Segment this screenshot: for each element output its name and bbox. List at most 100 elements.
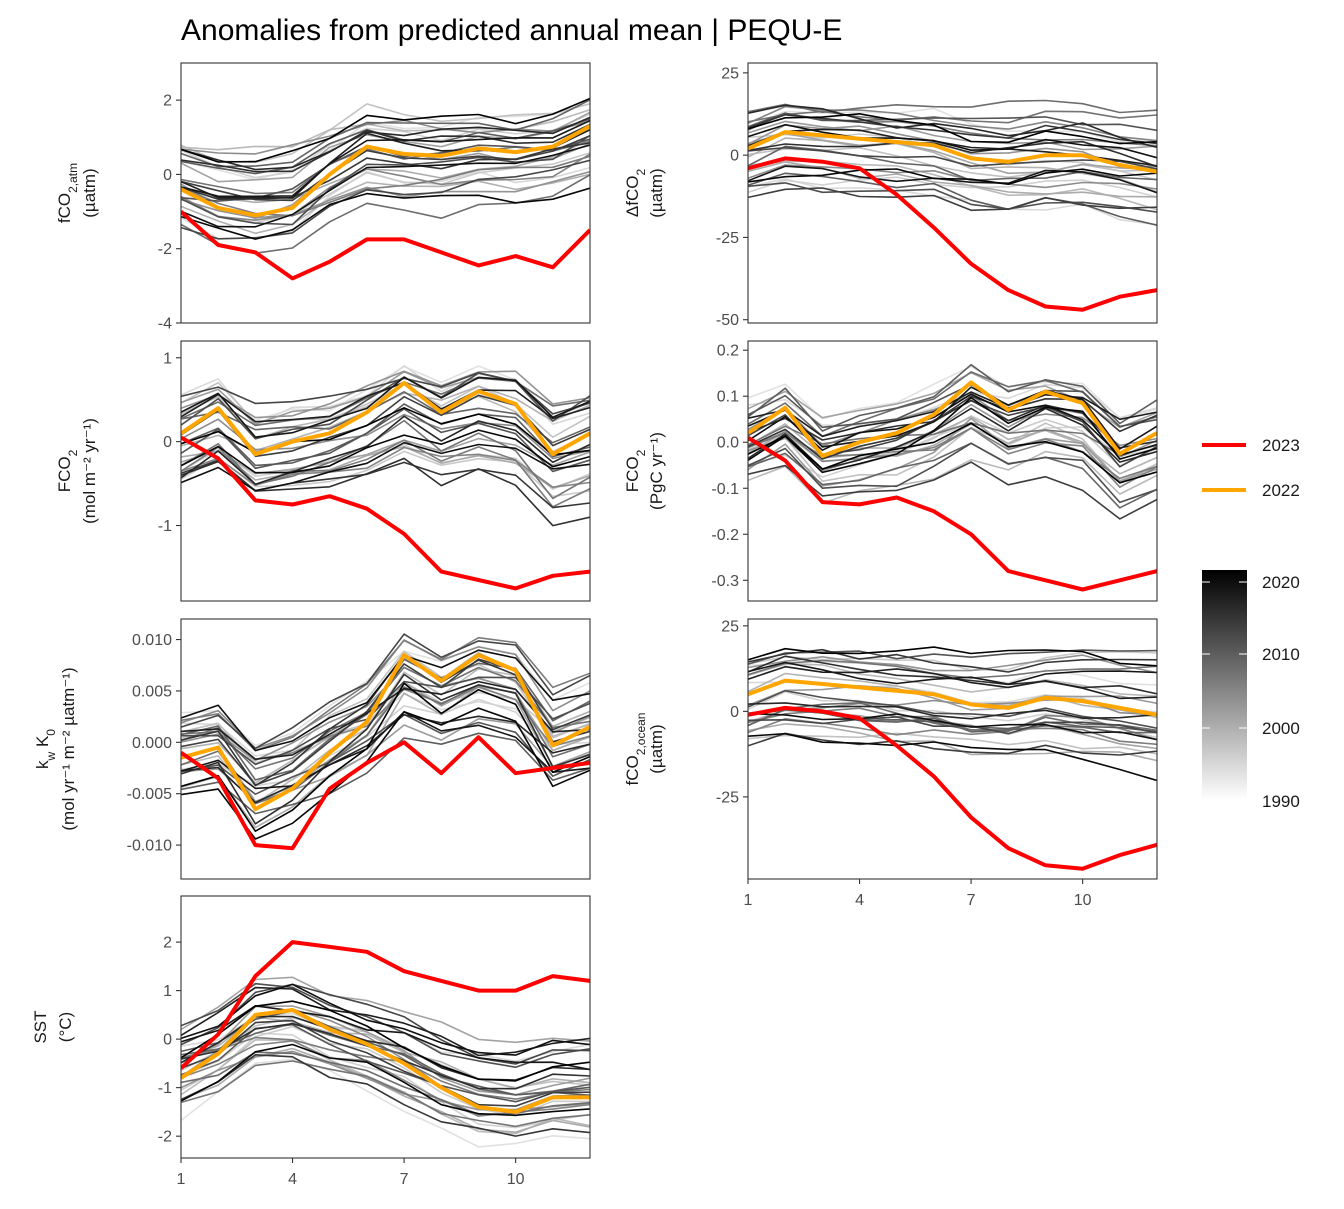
- ensemble-line: [181, 97, 590, 163]
- ensemble-line: [748, 99, 1157, 114]
- ensemble-line: [181, 415, 590, 486]
- ensemble-line: [748, 393, 1157, 457]
- panel-2: 25 0 -25 -50 ΔfCO2 (µatm): [623, 62, 1158, 329]
- ensemble-line: [748, 120, 1157, 151]
- colorbar-label-1990: 1990: [1262, 792, 1300, 811]
- ensemble-line: [748, 165, 1157, 194]
- panel-border: [180, 62, 591, 324]
- y-tick-label: 0.1: [717, 389, 739, 406]
- ensemble-lines: [748, 99, 1157, 226]
- panel-border: [747, 62, 1158, 324]
- series-line-2022: [748, 678, 1157, 717]
- ensemble-line: [181, 713, 590, 796]
- x-tick-label: 10: [507, 1171, 525, 1188]
- ensemble-line: [181, 446, 590, 489]
- y-tick-label: -0.010: [127, 838, 172, 855]
- colorbar: [1202, 570, 1247, 800]
- ensemble-line: [181, 381, 590, 423]
- ensemble-line: [748, 104, 1157, 149]
- ensemble-line: [748, 187, 1157, 212]
- ensemble-line: [748, 716, 1157, 735]
- panel-1: 2 0 -2 -4 fCO2,atm (µatm): [55, 62, 591, 333]
- x-tick-label: 1: [177, 1171, 186, 1188]
- x-tick-label: 4: [855, 892, 864, 909]
- ensemble-line: [748, 723, 1157, 762]
- ensemble-line: [748, 684, 1157, 711]
- ensemble-line: [181, 408, 590, 473]
- ensemble-line: [748, 140, 1157, 168]
- series-line-2022: [748, 380, 1157, 458]
- ensemble-line: [748, 396, 1157, 474]
- x-tick-label: 10: [1074, 892, 1092, 909]
- y-tick-label: 0.010: [132, 632, 172, 649]
- ensemble-line: [748, 648, 1157, 673]
- panel-border: [180, 618, 591, 880]
- ensemble-line: [181, 138, 590, 204]
- y-axis-label: FCO2: [623, 449, 648, 492]
- ensemble-lines: [181, 633, 590, 840]
- panel-border: [180, 340, 591, 602]
- y-tick-label: -1: [158, 518, 172, 535]
- y-tick-label: 0: [163, 167, 172, 184]
- ensemble-line: [181, 142, 590, 200]
- ensemble-line: [748, 427, 1157, 489]
- series-line-2023: [748, 435, 1157, 592]
- colorbar-label-2020: 2020: [1262, 573, 1300, 592]
- ensemble-line: [748, 654, 1157, 674]
- ensemble-line: [748, 363, 1157, 432]
- y-tick-label: 1: [163, 350, 172, 367]
- ensemble-line: [181, 645, 590, 747]
- ensemble-line: [181, 732, 590, 815]
- series-line-2023: [748, 705, 1157, 871]
- ensemble-line: [181, 1019, 590, 1107]
- panel-border: [180, 895, 591, 1159]
- ensemble-line: [181, 102, 590, 181]
- panel-5: 0.010 0.005 0.000 -0.005 -0.010 kw K0 (mol yr⁻…: [33, 618, 591, 880]
- ensemble-line: [181, 376, 590, 438]
- ensemble-line: [748, 422, 1157, 484]
- y-tick-label: 1: [163, 983, 172, 1000]
- panel-border: [747, 340, 1158, 602]
- ensemble-line: [748, 646, 1157, 667]
- ensemble-line: [748, 427, 1157, 480]
- ensemble-line: [181, 153, 590, 221]
- ensemble-line: [748, 461, 1157, 520]
- y-axis-unit: (mol m⁻² yr⁻¹): [80, 418, 99, 524]
- ensemble-line: [748, 132, 1157, 175]
- ensemble-line: [181, 1043, 590, 1117]
- series-line-2022: [748, 130, 1157, 174]
- y-axis-label: fCO2,ocean: [623, 713, 648, 786]
- y-axis-label: ΔfCO2: [623, 169, 648, 218]
- y-axis-label: FCO2: [55, 449, 80, 492]
- y-tick-label: 25: [721, 65, 739, 82]
- ensemble-line: [748, 659, 1157, 679]
- ensemble-line: [181, 429, 590, 474]
- y-tick-label: 0.2: [717, 343, 739, 360]
- y-tick-label: -25: [716, 230, 739, 247]
- series-line-2022: [181, 653, 590, 812]
- ensemble-line: [181, 649, 590, 752]
- y-tick-label: 0: [730, 704, 739, 721]
- y-tick-label: -0.2: [711, 527, 739, 544]
- ensemble-line: [748, 732, 1157, 755]
- ensemble-lines: [748, 646, 1157, 782]
- ensemble-line: [181, 1023, 590, 1103]
- y-tick-label: -50: [716, 312, 739, 329]
- ensemble-line: [748, 442, 1157, 509]
- series-line-2022: [181, 124, 590, 218]
- ensemble-line: [748, 702, 1157, 720]
- ensemble-line: [748, 732, 1157, 756]
- ensemble-line: [748, 391, 1157, 438]
- ensemble-line: [181, 1025, 590, 1117]
- ensemble-line: [181, 650, 590, 766]
- ensemble-line: [181, 1060, 590, 1128]
- y-tick-label: -25: [716, 789, 739, 806]
- x-tick-label: 4: [288, 1171, 297, 1188]
- series-line-2023: [181, 735, 590, 851]
- ensemble-line: [181, 1058, 590, 1148]
- y-tick-label: -1: [158, 1080, 172, 1097]
- series-line-2022: [181, 380, 590, 457]
